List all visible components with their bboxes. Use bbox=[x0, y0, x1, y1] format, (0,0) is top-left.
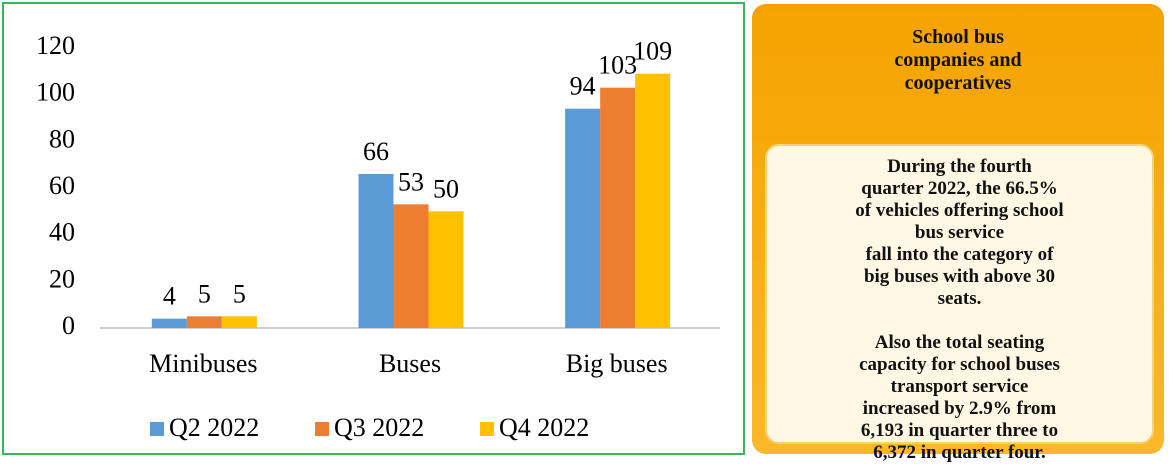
text-line: big buses with above 30 bbox=[863, 266, 1056, 287]
panel-title-line: School bus bbox=[912, 26, 1004, 48]
bar bbox=[428, 211, 464, 328]
x-tick-label: Big buses bbox=[566, 349, 668, 378]
data-label: 4 bbox=[163, 282, 176, 311]
panel-title: School bus companies and cooperatives bbox=[752, 26, 1164, 95]
data-label: 66 bbox=[363, 137, 389, 166]
text-line: seats. bbox=[937, 288, 982, 309]
bar bbox=[393, 204, 429, 328]
text-line: quarter 2022, the 66.5% bbox=[861, 178, 1058, 199]
data-label: 94 bbox=[570, 72, 596, 101]
bar bbox=[186, 316, 222, 328]
text-line: 6,372 in quarter four. bbox=[873, 442, 1046, 463]
text-line: increased by 2.9% from bbox=[862, 398, 1057, 419]
legend-label: Q2 2022 bbox=[169, 413, 259, 442]
bar bbox=[600, 87, 636, 329]
x-tick-label: Buses bbox=[379, 349, 441, 378]
y-tick-label: 0 bbox=[62, 311, 75, 340]
text-line: Also the total seating bbox=[874, 332, 1045, 353]
legend-swatch bbox=[480, 422, 494, 436]
y-tick-label: 100 bbox=[36, 78, 75, 107]
text-line: capacity for school buses bbox=[859, 354, 1060, 375]
paragraph: During the fourth quarter 2022, the 66.5%… bbox=[767, 156, 1152, 310]
data-label: 109 bbox=[633, 37, 672, 66]
y-tick-label: 120 bbox=[36, 31, 75, 60]
legend-label: Q3 2022 bbox=[334, 413, 424, 442]
bar bbox=[151, 318, 187, 328]
data-label: 50 bbox=[433, 174, 459, 203]
legend-swatch bbox=[315, 422, 329, 436]
text-line: fall into the category of bbox=[865, 244, 1054, 265]
data-label: 5 bbox=[198, 279, 211, 308]
legend-swatch bbox=[150, 422, 164, 436]
y-tick-label: 40 bbox=[49, 218, 75, 247]
legend-label: Q4 2022 bbox=[499, 413, 589, 442]
bar bbox=[565, 108, 601, 329]
y-tick-label: 20 bbox=[49, 264, 75, 293]
text-line: bus service bbox=[914, 222, 1005, 243]
text-line: 6,193 in quarter three to bbox=[860, 420, 1059, 441]
text-line: During the fourth bbox=[887, 156, 1032, 177]
text-line: of vehicles offering school bbox=[855, 200, 1064, 221]
bar bbox=[635, 73, 671, 329]
data-label: 103 bbox=[598, 51, 637, 80]
info-panel: School bus companies and cooperatives Duri… bbox=[752, 4, 1164, 463]
panel-title-line: cooperatives bbox=[904, 72, 1012, 94]
paragraph: Also the total seating capacity for schoo… bbox=[767, 332, 1152, 464]
data-label: 5 bbox=[233, 279, 246, 308]
y-tick-label: 60 bbox=[49, 171, 75, 200]
bar bbox=[221, 316, 257, 328]
panel-title-line: companies and bbox=[894, 49, 1022, 71]
y-tick-label: 80 bbox=[49, 124, 75, 153]
data-label: 53 bbox=[398, 167, 424, 196]
x-tick-label: Minibuses bbox=[149, 349, 257, 378]
bar bbox=[358, 174, 394, 328]
text-line: transport service bbox=[890, 376, 1029, 397]
panel-text-box: During the fourth quarter 2022, the 66.5%… bbox=[765, 144, 1154, 463]
